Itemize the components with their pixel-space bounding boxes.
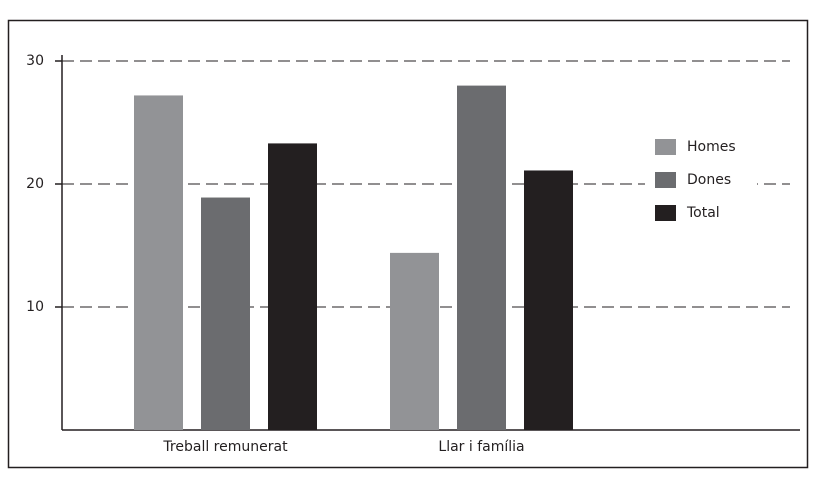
legend-label: Total	[686, 205, 720, 221]
bar	[134, 95, 183, 430]
bar	[457, 85, 506, 430]
legend-swatch	[655, 205, 676, 221]
y-tick-label: 30	[26, 53, 44, 69]
legend-swatch	[655, 172, 676, 188]
bar	[524, 170, 573, 430]
legend-swatch	[655, 139, 676, 155]
bar	[390, 252, 439, 430]
x-tick-label: Llar i família	[438, 439, 524, 455]
legend-label: Homes	[687, 139, 736, 155]
legend-label: Dones	[687, 172, 731, 188]
bar	[201, 197, 250, 430]
x-tick-label: Treball remunerat	[162, 439, 288, 455]
chart-frame	[7, 19, 809, 469]
bar	[268, 143, 317, 430]
y-tick-label: 10	[26, 299, 44, 315]
y-tick-label: 20	[26, 176, 44, 192]
